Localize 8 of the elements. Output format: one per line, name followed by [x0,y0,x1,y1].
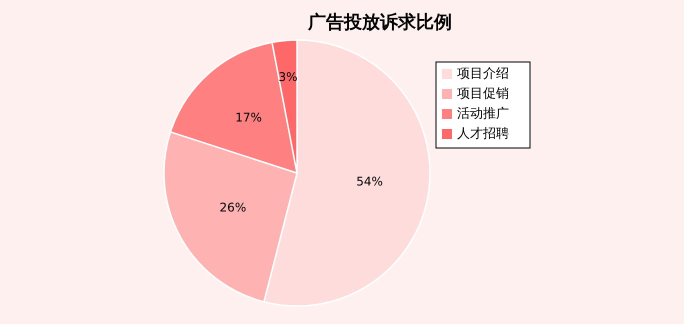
data-label: 26% [220,200,246,215]
data-label: 17% [235,110,262,124]
legend-label: 项目促销 [457,86,509,102]
legend-label: 活动推广 [457,106,509,122]
legend-label: 人才招聘 [457,126,509,142]
data-label: 54% [356,174,383,188]
chart-title: 广告投放诉求比例 [307,12,452,33]
legend-label: 项目介绍 [457,66,509,82]
